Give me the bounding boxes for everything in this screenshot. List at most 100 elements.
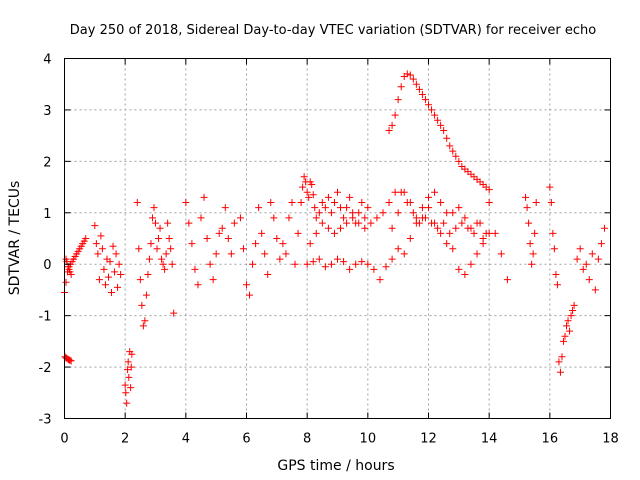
data-point	[400, 250, 408, 258]
data-point	[188, 240, 196, 248]
data-point	[361, 224, 369, 232]
y-tick-label: 0	[43, 258, 51, 273]
data-point	[125, 373, 133, 381]
data-point	[446, 142, 454, 150]
data-point	[394, 209, 402, 217]
y-tick-label: 1	[43, 207, 51, 222]
data-point	[291, 260, 299, 268]
data-point	[318, 219, 326, 227]
data-point	[412, 214, 420, 222]
data-point	[588, 250, 596, 258]
data-point	[525, 219, 533, 227]
data-point	[364, 204, 372, 212]
data-point	[128, 350, 136, 358]
data-point	[337, 204, 345, 212]
data-point	[309, 191, 317, 199]
data-point	[346, 265, 354, 273]
data-point	[563, 322, 571, 330]
data-point	[153, 245, 161, 253]
data-point	[334, 188, 341, 196]
data-point	[367, 219, 375, 227]
data-point	[144, 271, 152, 278]
data-point	[561, 332, 569, 340]
data-point	[139, 322, 147, 330]
y-tick-label: -2	[39, 361, 52, 376]
data-point	[421, 214, 429, 222]
x-tick-label: 10	[360, 432, 377, 447]
data-point	[324, 224, 332, 232]
data-point	[526, 240, 534, 248]
data-point	[394, 245, 402, 253]
data-point	[388, 224, 396, 232]
data-point	[564, 317, 572, 325]
data-point	[569, 307, 577, 314]
data-point	[482, 229, 490, 237]
data-point	[127, 363, 135, 371]
data-point	[473, 219, 481, 227]
data-point	[327, 209, 335, 217]
data-point	[434, 224, 442, 232]
data-point	[133, 199, 141, 206]
data-point	[159, 260, 167, 268]
data-point	[337, 224, 345, 232]
data-point	[294, 229, 302, 237]
data-point	[109, 242, 117, 250]
data-point	[309, 258, 317, 266]
data-point	[288, 199, 296, 206]
data-point	[82, 235, 90, 242]
data-point	[285, 214, 293, 222]
data-point	[523, 204, 531, 212]
data-point	[528, 260, 536, 268]
data-point	[212, 250, 220, 258]
x-tick-label: 6	[242, 432, 250, 447]
data-point	[503, 276, 511, 284]
data-point	[431, 188, 439, 196]
y-tick-label: -3	[39, 413, 52, 428]
data-point	[124, 366, 132, 374]
data-point	[473, 250, 481, 258]
data-point	[200, 193, 208, 201]
data-point	[267, 199, 275, 206]
y-axis-tick-labels: -3 -2 -1 0 1 2 3 4	[39, 53, 52, 428]
data-point	[549, 229, 557, 237]
data-point	[382, 263, 390, 271]
data-point	[376, 276, 384, 284]
data-point	[600, 224, 608, 232]
data-point	[155, 235, 163, 242]
data-point	[553, 281, 561, 289]
data-point	[576, 245, 584, 253]
data-point	[303, 260, 311, 268]
data-point	[305, 193, 313, 201]
data-point	[122, 389, 130, 397]
data-point	[158, 255, 166, 263]
data-point	[315, 209, 323, 217]
data-point	[276, 255, 284, 263]
data-point	[315, 255, 323, 263]
plot-frame	[64, 58, 611, 419]
data-point	[152, 219, 159, 227]
data-point	[440, 127, 448, 134]
data-point	[358, 258, 366, 266]
data-point	[431, 111, 439, 119]
data-point	[121, 381, 129, 389]
x-axis-label: GPS time / hours	[277, 458, 394, 474]
data-point	[147, 240, 155, 248]
data-point	[425, 193, 432, 201]
data-point	[206, 260, 214, 268]
data-point	[218, 224, 226, 232]
data-point	[203, 235, 211, 242]
data-point	[246, 291, 254, 299]
data-point	[449, 209, 457, 217]
data-point	[531, 229, 539, 237]
data-point	[452, 224, 460, 232]
y-tick-label: 4	[43, 53, 51, 68]
x-axis-tick-labels: 0 2 4 6 8 10 12 14 16 18	[60, 432, 618, 447]
data-point	[340, 258, 348, 266]
data-point	[379, 209, 387, 217]
data-point	[497, 250, 505, 258]
x-tick-label: 4	[182, 432, 190, 447]
data-point	[112, 250, 120, 258]
data-point	[388, 121, 396, 129]
axis-ticks	[64, 58, 611, 419]
data-point	[104, 273, 112, 281]
